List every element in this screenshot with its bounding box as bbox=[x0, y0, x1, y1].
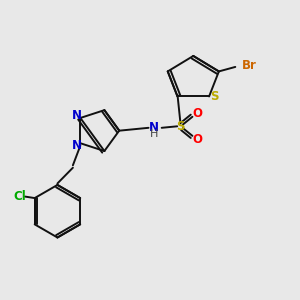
Text: N: N bbox=[72, 139, 82, 152]
Text: N: N bbox=[148, 121, 159, 134]
Text: S: S bbox=[176, 120, 185, 133]
Text: S: S bbox=[210, 90, 219, 103]
Text: Br: Br bbox=[242, 59, 257, 72]
Text: H: H bbox=[149, 129, 158, 140]
Text: O: O bbox=[193, 107, 202, 120]
Text: Cl: Cl bbox=[13, 190, 26, 203]
Text: N: N bbox=[72, 109, 82, 122]
Text: O: O bbox=[193, 133, 202, 146]
